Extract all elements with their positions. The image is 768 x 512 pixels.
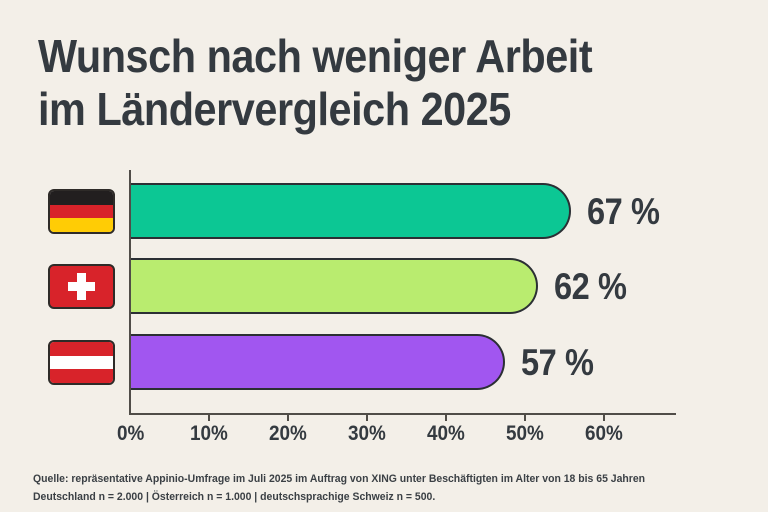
x-tick-label-50: 50% [506, 422, 544, 445]
source-note-line-1: Quelle: repräsentative Appinio-Umfrage i… [33, 473, 646, 485]
germany-flag-black-stripe [50, 191, 113, 205]
source-note: Quelle: repräsentative Appinio-Umfrage i… [33, 470, 645, 506]
x-axis-tick-50 [524, 415, 526, 421]
x-axis-line [129, 413, 676, 415]
austria-flag-icon [48, 340, 115, 385]
chart-title: Wunsch nach weniger Arbeit im Länderverg… [38, 30, 593, 136]
x-tick-label-0: 0% [117, 422, 145, 445]
value-label-germany: 67 % [586, 190, 660, 232]
austria-flag-white-stripe [50, 355, 113, 370]
x-axis-tick-20 [287, 415, 289, 421]
x-axis-tick-30 [366, 415, 368, 421]
value-label-austria: 57 % [520, 341, 594, 383]
bar-row-switzerland: 62 % [131, 258, 636, 314]
bar-row-germany: 67 % [131, 183, 669, 239]
germany-flag-red-stripe [50, 204, 113, 219]
x-tick-label-30: 30% [348, 422, 386, 445]
x-axis-tick-10 [208, 415, 210, 421]
switzerland-flag-icon [48, 264, 115, 309]
chart-title-line-1: Wunsch nach weniger Arbeit [38, 30, 593, 82]
bar-switzerland [131, 258, 538, 314]
x-tick-label-10: 10% [190, 422, 228, 445]
y-axis-line [129, 170, 131, 415]
germany-flag-icon [48, 189, 115, 234]
x-tick-label-20: 20% [269, 422, 307, 445]
austria-flag-red-stripe-top [50, 342, 113, 356]
austria-flag-red-stripe-bottom [50, 369, 113, 383]
swiss-cross-horizontal [68, 282, 95, 291]
chart-title-line-2: im Ländervergleich 2025 [38, 83, 511, 135]
x-tick-label-40: 40% [427, 422, 465, 445]
x-axis-tick-60 [603, 415, 605, 421]
bar-austria [131, 334, 505, 390]
bar-germany [131, 183, 571, 239]
x-tick-label-60: 60% [585, 422, 623, 445]
source-note-line-2: Deutschland n = 2.000 | Österreich n = 1… [33, 491, 436, 503]
x-axis-tick-40 [445, 415, 447, 421]
value-label-switzerland: 62 % [553, 265, 627, 307]
germany-flag-gold-stripe [50, 218, 113, 232]
bar-row-austria: 57 % [131, 334, 603, 390]
